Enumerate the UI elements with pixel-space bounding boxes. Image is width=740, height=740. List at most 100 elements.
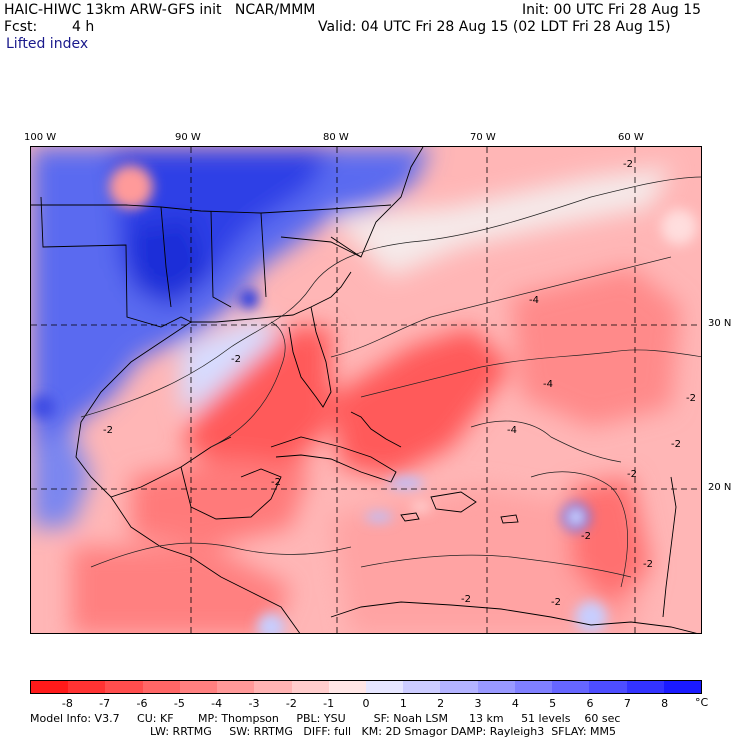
lon-label-80w: 80 W: [323, 132, 349, 143]
colorbar-tick-label: -6: [136, 697, 148, 710]
contour-label: -2: [671, 439, 681, 450]
colorbar-tick-label: -5: [173, 697, 185, 710]
model-title: HAIC-HIWC 13km ARW-GFS init NCAR/MMM: [4, 2, 316, 18]
map-canvas: -2 -2 -2 -2 -2 -2 -2 -2 -4 -4 -4 -2 -2 -…: [31, 147, 701, 633]
forecast-hour: 4 h: [72, 19, 95, 35]
contour-line: [330, 256, 672, 358]
yucatan: [180, 466, 282, 520]
colorbar-tick-label: 7: [623, 697, 631, 710]
contours: [80, 176, 701, 588]
colorbar-tick-label: 8: [661, 697, 669, 710]
colorbar-tick-label: 2: [437, 697, 445, 710]
lat-label-20n: 20 N: [708, 482, 732, 493]
colorbar-swatch: [552, 681, 590, 693]
colorbar-tick-label: 1: [399, 697, 407, 710]
state-line: [260, 212, 267, 298]
colorbar-swatch: [142, 681, 180, 693]
colorbar-tick-label: -1: [323, 697, 335, 710]
colorbar-swatch: [440, 681, 478, 693]
coastlines: [31, 147, 697, 633]
contour-label: -2: [103, 425, 113, 436]
contour-line: [360, 554, 632, 578]
state-line: [210, 210, 232, 308]
contour-line: [470, 420, 622, 463]
colorbar-swatch: [365, 681, 404, 693]
colorbar-swatch: [626, 681, 664, 693]
colorbar-tick-label: 3: [474, 697, 482, 710]
field-name: Lifted index: [6, 36, 89, 52]
contour-label: -2: [231, 354, 241, 365]
contour-label: -4: [507, 425, 517, 436]
colorbar-swatch: [179, 681, 218, 693]
state-line: [160, 206, 172, 308]
contour-label: -2: [461, 594, 471, 605]
colorbar-swatch: [68, 681, 106, 693]
lon-label-60w: 60 W: [618, 132, 644, 143]
contour-labels: -2 -2 -2 -2 -2 -2 -2 -2 -4 -4 -4 -2 -2 -…: [103, 159, 696, 608]
puerto-rico: [500, 514, 519, 524]
colorbar: [30, 680, 702, 694]
colorbar-tick-label: -7: [99, 697, 111, 710]
florida-peninsula: [288, 306, 332, 408]
contour-line: [530, 471, 628, 588]
colorbar-tick-label: -8: [61, 697, 73, 710]
contour-label: -2: [643, 559, 653, 570]
lat-label-30n: 30 N: [708, 318, 732, 329]
colorbar-swatch: [589, 681, 627, 693]
contour-label: -4: [543, 379, 553, 390]
bahamas: [350, 411, 402, 448]
colorbar-swatch: [217, 681, 255, 693]
gulf-coast: [191, 271, 352, 323]
cuba: [270, 436, 397, 483]
colorbar-tick-label: -3: [248, 697, 260, 710]
east-coast: [330, 147, 424, 258]
contour-label: -2: [686, 393, 696, 404]
contour-line: [360, 349, 701, 398]
hispaniola: [430, 491, 477, 513]
physics-info-line: LW: RRTMG SW: RRTMG DIFF: full KM: 2D Sm…: [150, 725, 616, 738]
contour-line: [90, 542, 352, 568]
colorbar-swatch: [105, 681, 143, 693]
init-time: Init: 00 UTC Fri 28 Aug 15: [522, 2, 702, 18]
contour-line: [80, 176, 701, 418]
central-america: [110, 496, 301, 633]
south-america-coast: [330, 601, 697, 633]
colorbar-swatch: [31, 681, 69, 693]
colorbar-tick-label: 5: [549, 697, 557, 710]
lon-label-100w: 100 W: [24, 132, 57, 143]
contour-label: -2: [271, 477, 281, 488]
colorbar-tick-label: -2: [285, 697, 297, 710]
contour-label: -2: [551, 597, 561, 608]
contour-label: -2: [581, 531, 591, 542]
field-shading: [31, 147, 681, 633]
colorbar-swatch: [663, 681, 701, 693]
contour-label: -2: [627, 469, 637, 480]
colorbar-swatch: [477, 681, 515, 693]
state-line: [280, 236, 362, 258]
lon-label-70w: 70 W: [470, 132, 496, 143]
forecast-label: Fcst:: [4, 19, 38, 35]
model-info-line: Model Info: V3.7 CU: KF MP: Thompson PBL…: [30, 712, 621, 725]
lon-label-90w: 90 W: [175, 132, 201, 143]
colorbar-tick-label: 6: [586, 697, 594, 710]
contour-line: [210, 321, 286, 448]
colorbar-swatch: [514, 681, 553, 693]
local-features: [31, 165, 697, 633]
colorbar-swatch: [291, 681, 329, 693]
colorbar-swatch: [403, 681, 441, 693]
state-border: [31, 204, 392, 214]
colorbar-tick-label: 0: [362, 697, 370, 710]
contour-label: -4: [529, 295, 539, 306]
lesser-antilles: [662, 476, 677, 618]
colorbar-unit: °C: [695, 696, 709, 709]
colorbar-tick-label: 4: [511, 697, 519, 710]
lifted-index-map: -2 -2 -2 -2 -2 -2 -2 -2 -4 -4 -4 -2 -2 -…: [30, 146, 702, 634]
valid-time: Valid: 04 UTC Fri 28 Aug 15 (02 LDT Fri …: [318, 19, 671, 35]
colorbar-swatch: [254, 681, 292, 693]
latlon-grid: [31, 147, 701, 633]
mexico-coast: [75, 321, 232, 498]
colorbar-swatch: [328, 681, 366, 693]
texas-border: [40, 196, 192, 328]
contour-label: -2: [623, 159, 633, 170]
colorbar-tick-label: -4: [211, 697, 223, 710]
